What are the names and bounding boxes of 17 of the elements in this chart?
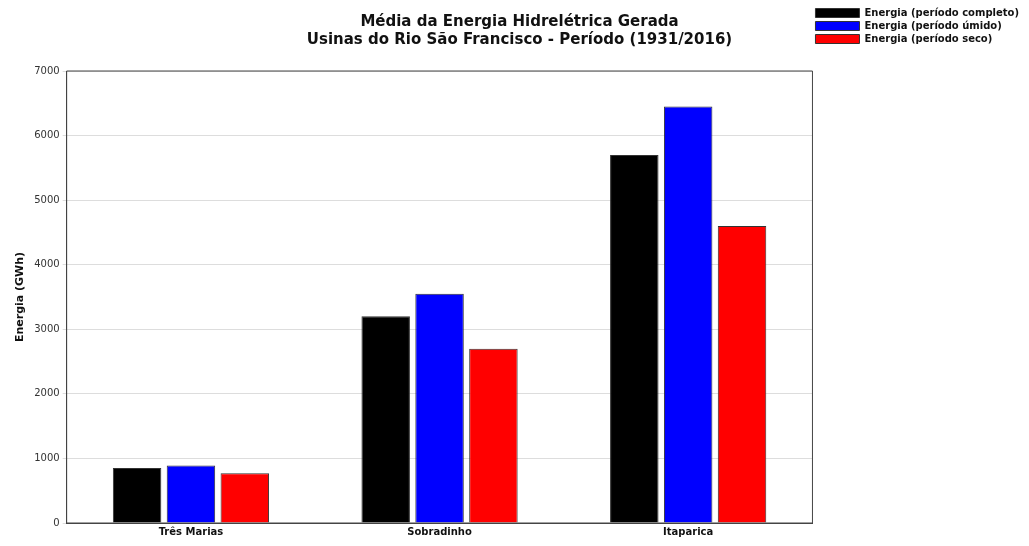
text: Média da Energia Hidrelétrica Gerada bbox=[360, 11, 679, 30]
legend-label: Energia (período completo) bbox=[864, 6, 1020, 18]
y-tick-label: 7000 bbox=[34, 64, 60, 76]
y-tick-label: 4000 bbox=[34, 258, 60, 270]
legend-label: Energia (período seco) bbox=[864, 32, 993, 44]
x-tick-label: Itaparica bbox=[663, 525, 714, 537]
y-tick-label: 5000 bbox=[34, 193, 60, 205]
y-tick-label: 2000 bbox=[34, 387, 60, 399]
y-axis-title: Energia (GWh) bbox=[13, 251, 27, 343]
text: Usinas do Rio São Francisco - Período (1931/2016) bbox=[306, 29, 733, 48]
y-tick-label: 6000 bbox=[34, 129, 60, 141]
x-tick-label: Sobradinho bbox=[407, 525, 472, 537]
x-tick-label: Três Marias bbox=[158, 525, 224, 537]
y-tick-label: 3000 bbox=[34, 322, 60, 334]
y-tick-label: 0 bbox=[53, 516, 60, 528]
y-tick-label: 1000 bbox=[34, 452, 60, 464]
legend-label: Energia (período úmido) bbox=[864, 19, 1002, 31]
